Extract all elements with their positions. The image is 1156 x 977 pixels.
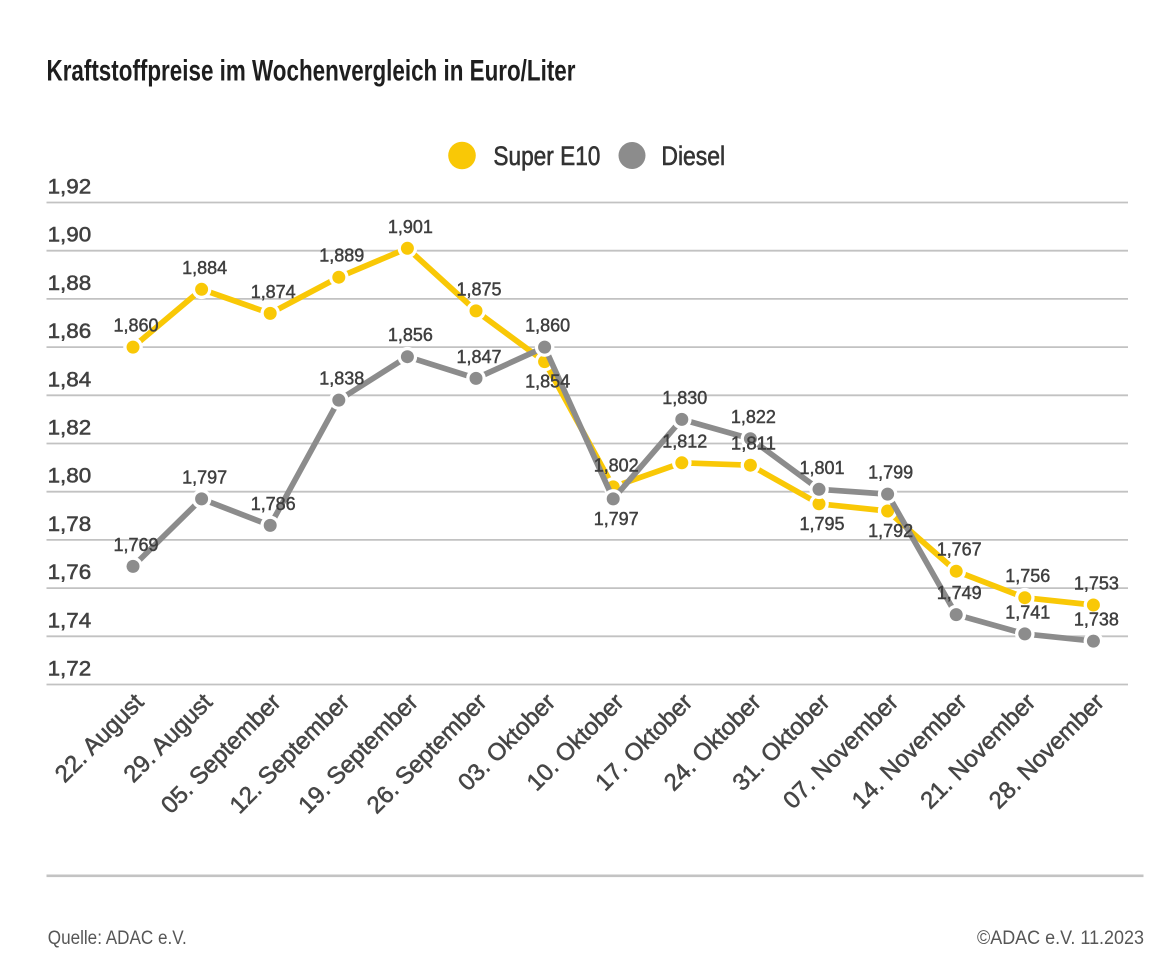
svg-text:1,884: 1,884	[182, 258, 227, 278]
svg-text:1,802: 1,802	[594, 455, 639, 475]
svg-text:19. September: 19. September	[293, 689, 423, 819]
svg-text:Quelle: ADAC e.V.: Quelle: ADAC e.V.	[48, 928, 187, 949]
svg-text:1,78: 1,78	[48, 513, 92, 536]
svg-text:1,822: 1,822	[731, 407, 776, 427]
svg-text:1,811: 1,811	[731, 434, 776, 454]
svg-text:1,753: 1,753	[1074, 574, 1119, 594]
svg-text:1,769: 1,769	[114, 535, 159, 555]
svg-text:1,741: 1,741	[1005, 602, 1050, 622]
svg-text:1,830: 1,830	[662, 388, 707, 408]
svg-text:1,847: 1,847	[457, 347, 502, 367]
svg-text:1,797: 1,797	[594, 509, 639, 529]
svg-text:1,76: 1,76	[48, 561, 92, 584]
svg-text:Kraftstoffpreise im Wochenverg: Kraftstoffpreise im Wochenvergleich in E…	[47, 55, 576, 88]
svg-text:1,749: 1,749	[937, 583, 982, 603]
svg-text:1,738: 1,738	[1074, 610, 1119, 630]
svg-text:1,80: 1,80	[48, 465, 92, 488]
svg-text:1,88: 1,88	[48, 272, 92, 295]
svg-text:1,90: 1,90	[48, 224, 92, 247]
svg-text:1,801: 1,801	[800, 458, 845, 478]
svg-text:1,856: 1,856	[388, 325, 433, 345]
svg-text:1,795: 1,795	[800, 514, 845, 534]
svg-text:1,812: 1,812	[662, 431, 707, 451]
svg-text:05. September: 05. September	[156, 689, 286, 819]
svg-text:1,786: 1,786	[251, 494, 296, 514]
svg-text:1,767: 1,767	[937, 540, 982, 560]
svg-text:Super E10: Super E10	[493, 141, 600, 171]
svg-text:26. September: 26. September	[362, 689, 492, 819]
svg-text:©ADAC e.V. 11.2023: ©ADAC e.V. 11.2023	[977, 928, 1144, 949]
svg-text:1,838: 1,838	[319, 369, 364, 389]
svg-text:1,854: 1,854	[525, 372, 570, 392]
svg-text:1,889: 1,889	[319, 246, 364, 266]
svg-text:1,72: 1,72	[48, 658, 92, 681]
svg-text:1,860: 1,860	[114, 316, 159, 336]
svg-text:Diesel: Diesel	[661, 141, 725, 171]
svg-text:1,82: 1,82	[48, 417, 92, 440]
svg-text:1,756: 1,756	[1005, 566, 1050, 586]
svg-text:1,792: 1,792	[868, 521, 913, 541]
svg-text:1,875: 1,875	[457, 279, 502, 299]
svg-text:1,92: 1,92	[48, 176, 92, 199]
svg-text:12. September: 12. September	[225, 689, 355, 819]
svg-text:1,860: 1,860	[525, 316, 570, 336]
svg-text:1,86: 1,86	[48, 320, 92, 343]
svg-text:1,874: 1,874	[251, 282, 296, 302]
svg-text:1,799: 1,799	[868, 463, 913, 483]
svg-text:1,797: 1,797	[182, 467, 227, 487]
svg-text:1,74: 1,74	[48, 609, 92, 632]
svg-text:1,84: 1,84	[48, 368, 92, 391]
svg-text:1,901: 1,901	[388, 217, 433, 237]
